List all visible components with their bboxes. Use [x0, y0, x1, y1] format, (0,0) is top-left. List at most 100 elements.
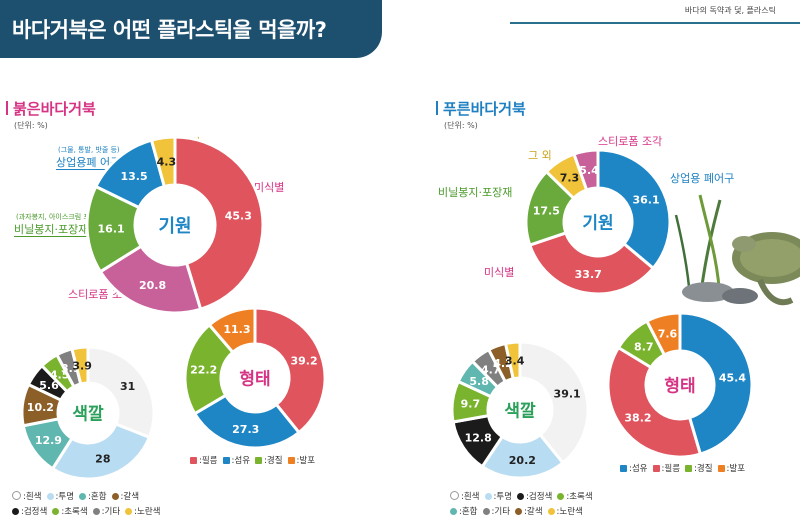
section-title-green: 푸른바다거북: [436, 98, 526, 119]
legend-item: :경질: [255, 456, 283, 466]
legend-swatch: [46, 493, 54, 500]
legend-label: :혼합: [88, 492, 107, 502]
legend-label: :초록색: [566, 492, 593, 502]
legend-swatch: [92, 508, 100, 515]
legend-item: :기타: [92, 507, 121, 517]
loggerhead-form-title: 형태: [239, 368, 270, 389]
legend-label: :필름: [199, 456, 218, 466]
section-title-loggerhead: 붉은바다거북: [6, 98, 96, 119]
green-origin-center: [566, 190, 630, 254]
legend-swatch: [482, 508, 490, 515]
legend-label: :발포: [296, 456, 316, 466]
loggerhead-color-value-2: 12.9: [35, 434, 62, 447]
legend-item: :노란색: [125, 507, 161, 517]
legend-item: :혼합: [79, 492, 107, 502]
legend-color-left-2: :검정색:초록색:기타:노란색: [12, 505, 166, 517]
loggerhead-origin-value-3: 13.5: [120, 170, 147, 183]
green-origin-value-3: 7.3: [560, 171, 580, 184]
legend-swatch: [517, 493, 525, 500]
legend-item: :발포: [717, 464, 745, 474]
legend-item: :초록색: [557, 492, 593, 502]
label-unknown-right: 미식별: [484, 266, 515, 279]
legend-swatch: [557, 493, 565, 500]
legend-label: :흰색: [23, 492, 42, 502]
loggerhead-origin-slice-0: [173, 135, 265, 312]
legend-color-right-2: :혼합:기타:갈색:노란색: [450, 505, 588, 517]
loggerhead-form-chart: 39.2 27.3 22.2 11.3 형태: [183, 306, 327, 450]
green-form-slice-0: [678, 311, 754, 456]
sea-turtle-illustration: [674, 194, 800, 306]
legend-swatch: [515, 508, 523, 515]
legend-swatch: [255, 457, 263, 464]
green-form-value-0: 45.4: [719, 371, 746, 384]
loggerhead-color-center: [60, 385, 116, 441]
green-form-title: 형태: [664, 375, 695, 396]
legend-label: :경질: [264, 456, 283, 466]
legend-item: :갈색: [111, 492, 139, 502]
legend-swatch: [52, 508, 60, 515]
legend-swatch: [12, 491, 21, 500]
label-bags-sub: (과자봉지, 아이스크림 포장 등): [16, 213, 108, 221]
section-bar: [436, 101, 438, 115]
legend-swatch: [620, 465, 627, 472]
legend-item: :필름: [190, 456, 218, 466]
green-origin-slice-1: [527, 231, 656, 296]
green-color-value-1: 20.2: [509, 454, 536, 467]
green-form-value-3: 7.6: [658, 328, 678, 341]
legend-item: :기타: [482, 507, 511, 517]
green-color-center: [490, 380, 550, 440]
legend-swatch: [12, 508, 19, 515]
legend-label: :초록색: [61, 507, 88, 517]
loggerhead-color-value-1: 28: [95, 453, 110, 466]
loggerhead-color-value-7: 3.9: [72, 359, 92, 372]
green-origin-value-0: 36.1: [632, 194, 659, 207]
label-fishing-sub: (그물, 통발, 밧줄 등): [58, 146, 120, 154]
green-form-chart: 45.4 38.2 8.7 7.6 형태: [606, 311, 754, 459]
green-color-slice-0: [518, 340, 590, 465]
legend-swatch: [111, 493, 119, 500]
page-title: 바다거북은 어떤 플라스틱을 먹을까?: [12, 18, 327, 42]
green-form-slice-3: [644, 311, 682, 357]
label-bags: 비닐봉지·포장재: [14, 223, 89, 236]
loggerhead-origin-title: 기원: [158, 216, 191, 237]
legend-item: :투명: [46, 492, 74, 502]
legend-item: :섬유: [620, 464, 648, 474]
label-etc-right: 그 외: [528, 149, 552, 162]
legend-label: :섬유: [231, 456, 251, 466]
legend-label: :노란색: [556, 507, 583, 517]
loggerhead-origin-slice-1: [98, 244, 203, 315]
loggerhead-color-slice-0: [86, 345, 156, 440]
green-color-title: 색깔: [504, 400, 536, 421]
legend-item: :섬유: [222, 456, 251, 466]
loggerhead-form-slice-1: [192, 393, 302, 450]
legend-label: :흰색: [461, 492, 480, 502]
loggerhead-origin-center: [137, 187, 213, 263]
section-title-text: 붉은바다거북: [13, 100, 96, 118]
legend-label: :섬유: [629, 464, 648, 474]
legend-item: :흰색: [12, 491, 42, 502]
green-color-value-2: 12.8: [465, 431, 492, 444]
legend-item: :검정색: [517, 492, 552, 502]
running-header: 바다의 독약과 덫, 플라스틱: [684, 6, 776, 15]
legend-swatch: [652, 465, 660, 472]
loggerhead-color-value-0: 31: [120, 380, 135, 393]
green-form-value-2: 8.7: [634, 340, 654, 353]
legend-label: :기타: [491, 507, 511, 517]
green-color-slice-7: [503, 340, 522, 381]
loggerhead-color-value-3: 10.2: [27, 401, 54, 414]
legend-label: :투명: [493, 492, 513, 502]
section-bar: [6, 101, 8, 115]
legend-label: :기타: [101, 507, 121, 517]
legend-item: :흰색: [450, 491, 480, 502]
legend-color-right-1: :흰색 :투명 :검정색 :초록색: [450, 490, 598, 502]
green-color-value-4: 5.8: [469, 375, 489, 388]
legend-swatch: [222, 457, 230, 464]
legend-label: :경질: [694, 464, 713, 474]
loggerhead-color-slice-7: [70, 345, 90, 386]
loggerhead-form-center: [223, 346, 287, 410]
green-color-value-7: 3.4: [505, 354, 525, 367]
green-origin-value-1: 33.7: [575, 268, 602, 281]
loggerhead-form-slice-0: [253, 306, 327, 435]
legend-swatch: [190, 457, 197, 464]
